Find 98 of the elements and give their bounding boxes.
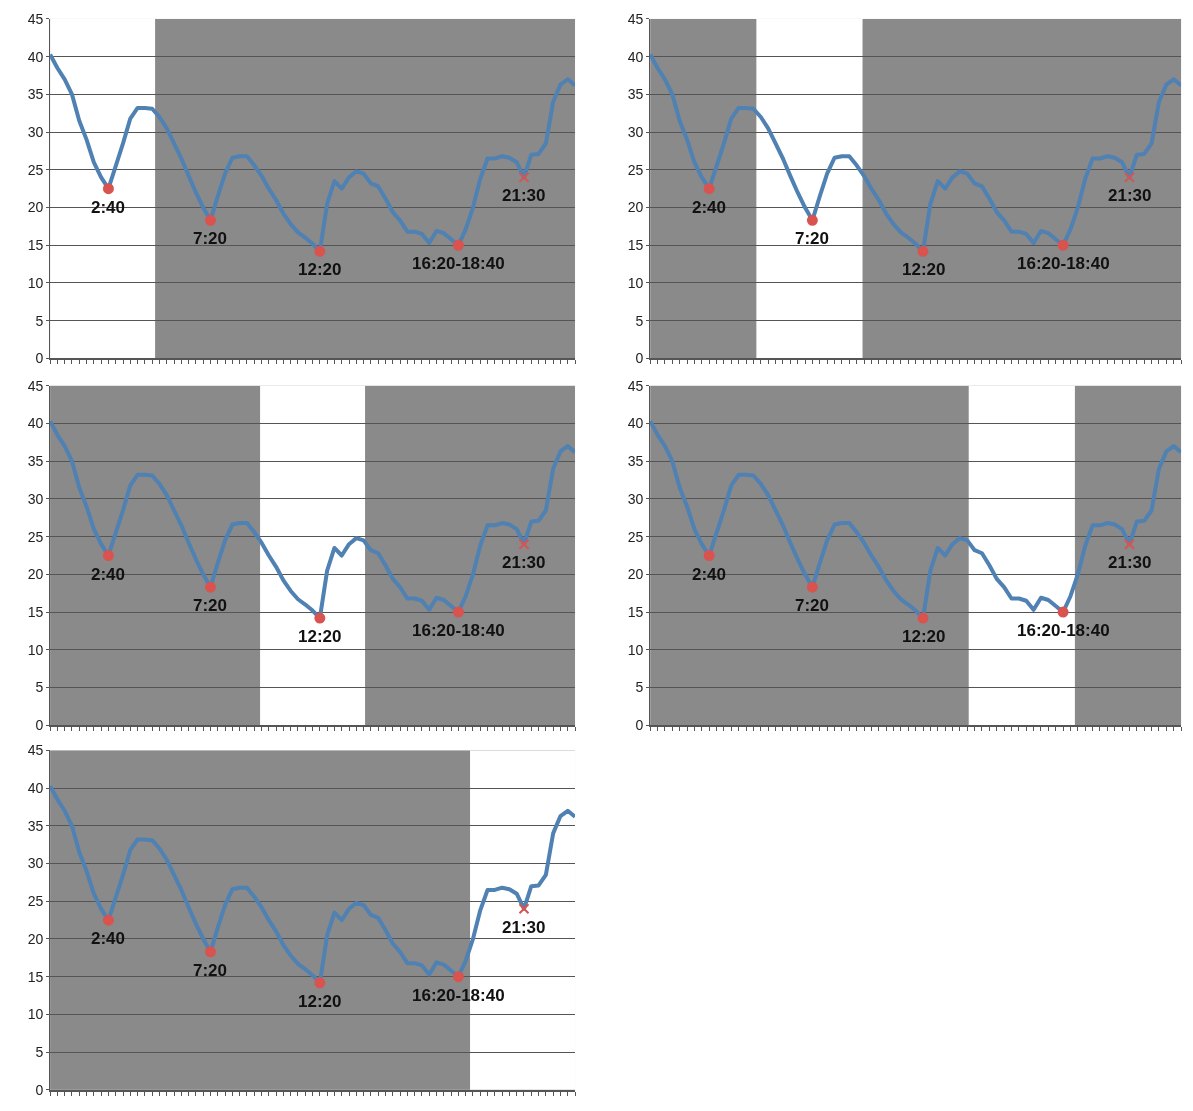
point <box>917 245 929 257</box>
point <box>102 183 114 195</box>
y-tick-label: 35 <box>27 86 44 103</box>
y-tick-label: 0 <box>35 1081 44 1098</box>
annotation: 2:40 <box>692 198 727 217</box>
y-tick-label: 30 <box>627 490 644 507</box>
y-tick-label: 35 <box>627 453 644 470</box>
annotation: 16:20-18:40 <box>412 621 505 640</box>
y-tick-label: 40 <box>27 780 44 797</box>
annotation: 7:20 <box>795 596 830 615</box>
point <box>1123 171 1135 183</box>
y-tick-label: 5 <box>35 312 44 329</box>
y-tick-label: 35 <box>27 453 44 470</box>
y-tick-label: 40 <box>627 48 644 65</box>
y-tick-label: 40 <box>27 48 44 65</box>
point <box>205 214 216 226</box>
annotation: 2:40 <box>692 565 727 584</box>
point <box>452 606 464 618</box>
point <box>314 245 326 257</box>
y-tick-label: 30 <box>627 124 644 140</box>
point <box>452 239 464 251</box>
annotation: 12:20 <box>902 260 946 279</box>
y-tick-label: 45 <box>627 10 644 27</box>
y-tick-label: 5 <box>35 1044 44 1061</box>
annotation: 12:20 <box>298 260 342 279</box>
annotation: 12:20 <box>298 992 342 1011</box>
point <box>917 612 929 624</box>
y-tick-label: 35 <box>627 86 644 103</box>
point <box>806 214 818 226</box>
annotation: 21:30 <box>502 918 546 937</box>
annotation: 21:30 <box>1108 186 1152 205</box>
point <box>102 550 114 561</box>
y-tick-label: 10 <box>627 274 644 291</box>
y-tick-label: 30 <box>27 124 44 140</box>
y-tick-label: 45 <box>27 10 44 27</box>
point <box>518 903 530 915</box>
point <box>205 581 216 593</box>
point <box>314 612 326 624</box>
y-tick-label: 20 <box>27 566 44 583</box>
annotation: 7:20 <box>193 229 228 248</box>
annotation: 12:20 <box>902 627 946 646</box>
y-tick-label: 25 <box>27 893 44 910</box>
point <box>518 171 530 183</box>
annotation: 2:40 <box>91 929 126 948</box>
y-tick-label: 25 <box>627 528 644 545</box>
annotation: 16:20-18:40 <box>1017 621 1110 640</box>
y-tick-label: 10 <box>27 274 44 291</box>
y-tick-label: 10 <box>627 641 644 658</box>
annotation: 2:40 <box>91 565 126 584</box>
point <box>452 971 464 983</box>
y-tick-label: 10 <box>27 641 44 658</box>
y-tick-label: 40 <box>627 415 644 432</box>
annotation: 16:20-18:40 <box>412 254 505 273</box>
y-tick-label: 25 <box>27 161 44 178</box>
y-tick-label: 45 <box>27 377 44 394</box>
y-tick-label: 20 <box>27 199 44 216</box>
point <box>102 914 114 926</box>
y-tick-label: 15 <box>627 603 644 620</box>
y-tick-label: 25 <box>27 528 44 545</box>
y-tick-label: 20 <box>627 199 644 216</box>
y-tick-label: 0 <box>635 717 644 734</box>
annotation: 12:20 <box>298 627 342 646</box>
y-tick-label: 30 <box>27 490 44 507</box>
y-tick-label: 15 <box>627 237 644 254</box>
point <box>1123 538 1135 550</box>
y-tick-label: 15 <box>27 968 44 985</box>
y-tick-label: 20 <box>27 930 44 947</box>
annotation: 7:20 <box>193 596 228 615</box>
point <box>205 946 216 958</box>
y-tick-label: 40 <box>27 415 44 432</box>
annotation: 7:20 <box>795 229 830 248</box>
annotation: 7:20 <box>193 961 228 980</box>
y-tick-label: 0 <box>35 350 44 367</box>
y-tick-label: 30 <box>27 855 44 872</box>
y-tick-label: 35 <box>27 817 44 834</box>
y-tick-label: 15 <box>27 603 44 620</box>
point <box>1057 606 1069 618</box>
y-tick-label: 10 <box>27 1006 44 1023</box>
point <box>703 550 715 561</box>
y-tick-label: 0 <box>35 717 44 734</box>
annotation: 21:30 <box>502 186 546 205</box>
y-tick-label: 45 <box>627 377 644 394</box>
y-tick-label: 25 <box>627 161 644 178</box>
point <box>703 183 715 195</box>
point <box>314 977 326 989</box>
annotation: 21:30 <box>1108 553 1152 572</box>
y-tick-label: 15 <box>27 237 44 254</box>
y-tick-label: 45 <box>27 742 44 759</box>
y-tick-label: 5 <box>35 679 44 696</box>
annotation: 21:30 <box>502 553 546 572</box>
y-tick-label: 5 <box>635 312 644 329</box>
annotation: 16:20-18:40 <box>1017 254 1110 273</box>
point <box>518 538 530 550</box>
y-tick-label: 5 <box>635 679 644 696</box>
point <box>1057 239 1069 251</box>
point <box>806 581 818 593</box>
y-tick-label: 20 <box>627 566 644 583</box>
y-tick-label: 0 <box>635 350 644 367</box>
